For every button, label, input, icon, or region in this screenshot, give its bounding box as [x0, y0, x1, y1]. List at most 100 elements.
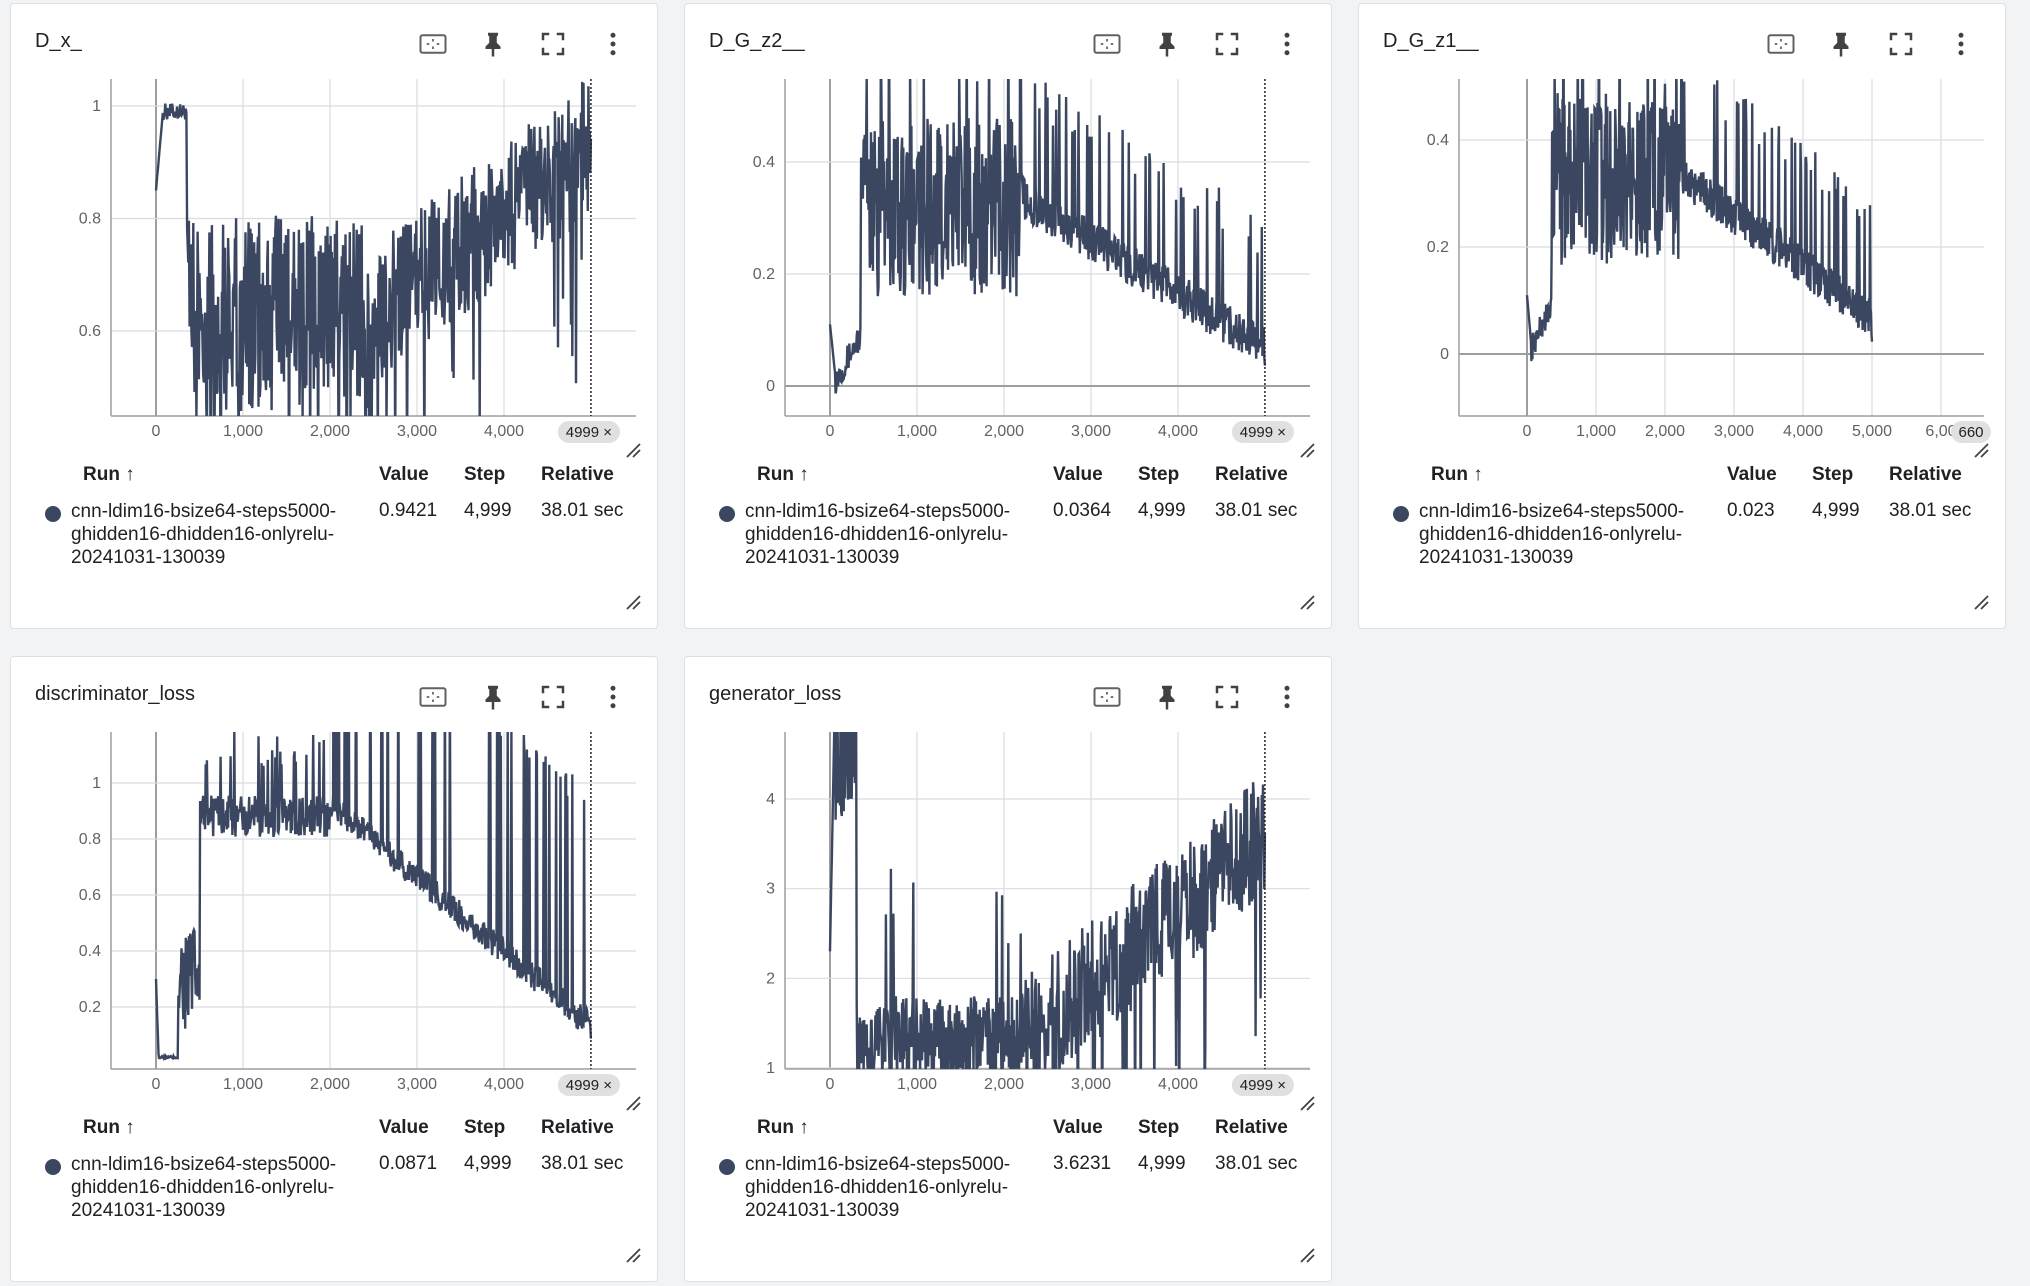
x-tick-label: 3,000: [397, 1076, 437, 1093]
card-title: D_G_z2__: [709, 30, 805, 52]
card-toolbar: [413, 677, 633, 717]
fullscreen-icon: [1212, 682, 1242, 712]
more-vert-icon: [1272, 29, 1302, 59]
x-tick-label: 1,000: [223, 423, 263, 440]
y-tick-label: 1: [766, 1060, 775, 1077]
value-header: Value: [1053, 1117, 1103, 1138]
card-resize-handle[interactable]: [623, 592, 643, 612]
run-header[interactable]: Run ↑: [757, 1117, 809, 1138]
y-tick-label: 0.6: [79, 887, 101, 904]
pin-button[interactable]: [473, 24, 513, 64]
pin-button[interactable]: [1821, 24, 1861, 64]
run-name-line: ghidden16-dhidden16-onlyrelu-: [71, 1177, 335, 1198]
fit-domain-icon: [1766, 29, 1796, 59]
run-name-line: 20241031-130039: [71, 1200, 226, 1221]
fit-domain-button[interactable]: [413, 24, 453, 64]
y-tick-label: 2: [766, 970, 775, 987]
pin-icon: [1152, 29, 1182, 59]
fit-domain-button[interactable]: [1087, 24, 1127, 64]
step-header: Step: [1138, 1117, 1180, 1138]
y-tick-label: 4: [766, 791, 775, 808]
line-chart[interactable]: 0 1,000 2,000 3,000 4,000 5,000 6,00 0 0.2 0.4 660: [1359, 74, 2007, 464]
pin-button[interactable]: [473, 677, 513, 717]
line-chart[interactable]: 0 1,000 2,000 3,000 4,000 0.2 0.4 0.6 0.8 1 4999 ×: [11, 727, 659, 1117]
more-options-button[interactable]: [593, 24, 633, 64]
run-step: 4,999: [464, 1153, 512, 1174]
resize-icon: [1974, 595, 1989, 610]
run-name: cnn-ldim16-bsize64-steps5000- ghidden16-d…: [71, 500, 371, 569]
resize-icon: [626, 1096, 641, 1111]
run-value: 0.0871: [379, 1153, 438, 1174]
line-chart[interactable]: 0 1,000 2,000 3,000 4,000 0 0.2 0.4 4999 ×: [685, 74, 1333, 464]
series-line: [1525, 79, 1874, 362]
relative-header: Relative: [1215, 1117, 1288, 1138]
run-header[interactable]: Run ↑: [1431, 464, 1483, 485]
step-chip-label: 4999 ×: [1240, 1077, 1286, 1094]
chart-resize-handle[interactable]: [1297, 440, 1317, 460]
more-options-button[interactable]: [1941, 24, 1981, 64]
chart-resize-handle[interactable]: [623, 440, 643, 460]
card-resize-handle[interactable]: [1971, 592, 1991, 612]
y-tick-label: 0.2: [79, 999, 101, 1016]
chart-resize-handle[interactable]: [1971, 440, 1991, 460]
fullscreen-button[interactable]: [1881, 24, 1921, 64]
more-vert-icon: [598, 29, 628, 59]
chart-resize-handle[interactable]: [1297, 1093, 1317, 1113]
resize-icon: [626, 595, 641, 610]
run-value: 0.9421: [379, 500, 438, 521]
more-options-button[interactable]: [1267, 24, 1307, 64]
more-vert-icon: [1272, 682, 1302, 712]
card-resize-handle[interactable]: [1297, 1245, 1317, 1265]
step-chip[interactable]: 4999 ×: [557, 421, 620, 443]
step-chip[interactable]: 4999 ×: [1231, 1074, 1294, 1096]
run-name-line: cnn-ldim16-bsize64-steps5000-: [1419, 501, 1685, 522]
fullscreen-icon: [538, 29, 568, 59]
run-step: 4,999: [1138, 500, 1186, 521]
run-header[interactable]: Run ↑: [83, 464, 135, 485]
fullscreen-icon: [1212, 29, 1242, 59]
resize-icon: [1974, 443, 1989, 458]
fullscreen-button[interactable]: [1207, 677, 1247, 717]
run-value: 0.0364: [1053, 500, 1112, 521]
run-relative: 38.01 sec: [1889, 500, 1972, 521]
step-chip[interactable]: 4999 ×: [1231, 421, 1294, 443]
pin-button[interactable]: [1147, 24, 1187, 64]
step-chip[interactable]: 4999 ×: [557, 1074, 620, 1096]
fullscreen-button[interactable]: [1207, 24, 1247, 64]
card-resize-handle[interactable]: [1297, 592, 1317, 612]
fit-domain-icon: [1092, 29, 1122, 59]
run-header[interactable]: Run ↑: [83, 1117, 135, 1138]
run-name-line: ghidden16-dhidden16-onlyrelu-: [71, 524, 335, 545]
chart-resize-handle[interactable]: [623, 1093, 643, 1113]
fullscreen-button[interactable]: [533, 677, 573, 717]
fullscreen-button[interactable]: [533, 24, 573, 64]
run-name: cnn-ldim16-bsize64-steps5000- ghidden16-d…: [1419, 500, 1719, 569]
card-toolbar: [1087, 677, 1307, 717]
fit-domain-button[interactable]: [1087, 677, 1127, 717]
resize-icon: [626, 443, 641, 458]
step-chip[interactable]: 660: [1951, 421, 1991, 443]
run-value: 0.023: [1727, 500, 1775, 521]
card-title: discriminator_loss: [35, 683, 196, 705]
resize-icon: [1300, 595, 1315, 610]
y-tick-label: 0.8: [79, 211, 101, 228]
run-color-dot: [719, 1159, 735, 1175]
fit-domain-icon: [418, 682, 448, 712]
pin-button[interactable]: [1147, 677, 1187, 717]
run-color-dot: [1393, 506, 1409, 522]
step-header: Step: [1812, 464, 1854, 485]
fullscreen-icon: [1886, 29, 1916, 59]
fit-domain-button[interactable]: [1761, 24, 1801, 64]
scalar-card-1: D_G_z2__ 0 1,000 2,000 3,000 4,000 0 0.2 0.4 4999…: [684, 3, 1332, 629]
card-resize-handle[interactable]: [623, 1245, 643, 1265]
series-line: [154, 81, 593, 416]
line-chart[interactable]: 0 1,000 2,000 3,000 4,000 0.6 0.8 1 4999 ×: [11, 74, 659, 464]
fit-domain-button[interactable]: [413, 677, 453, 717]
x-tick-label: 1,000: [897, 423, 937, 440]
line-chart[interactable]: 0 1,000 2,000 3,000 4,000 1 2 3 4 4999 ×: [685, 727, 1333, 1117]
more-options-button[interactable]: [1267, 677, 1307, 717]
run-header[interactable]: Run ↑: [757, 464, 809, 485]
run-name-line: cnn-ldim16-bsize64-steps5000-: [71, 501, 337, 522]
step-header: Step: [464, 464, 506, 485]
more-options-button[interactable]: [593, 677, 633, 717]
